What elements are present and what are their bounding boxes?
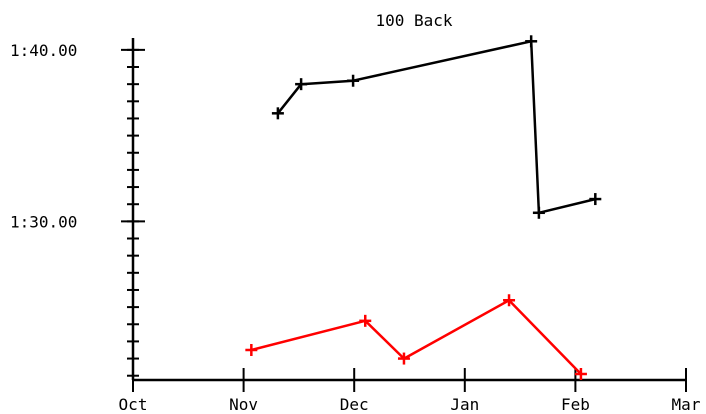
data-point [525,35,538,48]
data-point [574,367,587,380]
data-point [347,74,360,87]
data-point [503,294,516,307]
x-tick-label: Nov [229,395,258,414]
data-point [295,78,308,91]
axes [131,38,686,382]
data-point [589,193,602,206]
x-tick-label: Dec [340,395,369,414]
data-point [532,206,545,219]
data-point [245,343,258,356]
chart-title: 100 Back [375,11,452,30]
tick-marks [121,48,687,392]
x-tick-label: Feb [561,395,590,414]
y-tick-label: 1:30.00 [10,212,77,231]
data-point [397,352,410,365]
y-tick-label: 1:40.00 [10,41,77,60]
x-tick-label: Mar [672,395,701,414]
data-point [271,107,284,120]
series-line [276,40,596,215]
series-line [250,299,582,375]
x-tick-label: Jan [450,395,479,414]
x-tick-label: Oct [119,395,148,414]
tick-labels: Oct Nov Dec Jan Feb Mar 1:30.00 1:40.00 [10,41,701,414]
data-point [359,314,372,327]
series-group [245,35,602,380]
